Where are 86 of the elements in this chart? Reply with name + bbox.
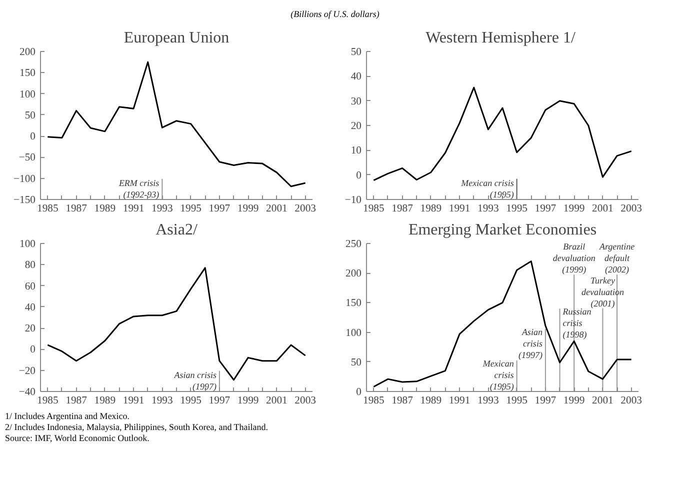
y-tick-label: 0: [30, 344, 36, 356]
y-tick-label: −20: [18, 366, 36, 377]
x-tick-label: 1991: [448, 396, 470, 406]
text: (Billions of U.S. dollars): [290, 8, 380, 21]
y-tick-label: 250: [346, 239, 362, 250]
x-tick-label: 1987: [66, 396, 88, 406]
x-tick-label: 1989: [94, 204, 116, 214]
x-tick-label: 1987: [66, 204, 88, 214]
y-tick-label: 50: [350, 357, 362, 368]
x-tick-label: 1997: [208, 396, 231, 406]
ref-line-label: Mexican crisis (1995): [460, 178, 514, 200]
y-tick-label: −50: [18, 152, 36, 164]
x-tick-label: 2003: [620, 396, 642, 406]
x-tick-label: 2001: [266, 204, 288, 214]
x-tick-label: 1997: [534, 204, 557, 214]
x-tick-label: 2001: [592, 396, 614, 406]
ref-line-label: Brazil devaluation (1999): [552, 242, 596, 275]
x-tick-label: 1985: [363, 204, 384, 214]
x-tick-label: 1993: [478, 204, 499, 214]
y-tick-label: 20: [24, 324, 36, 335]
x-tick-label: 2003: [294, 204, 316, 214]
x-tick-label: 1989: [420, 204, 442, 214]
x-tick-label: 1993: [152, 396, 173, 406]
ref-line-label: Asian crisis (1997): [173, 370, 217, 392]
text: 2/ Includes Indonesia, Malaysia, Philippines, South Korea, and Thailand.: [5, 422, 268, 432]
x-tick-label: 1995: [506, 396, 528, 406]
x-tick-label: 1987: [392, 204, 414, 214]
y-tick-label: 10: [350, 146, 362, 157]
x-tick-label: 1985: [363, 396, 384, 406]
x-tick-label: 1991: [448, 204, 470, 214]
x-tick-label: 1987: [392, 396, 414, 406]
chart-title: European Union: [124, 30, 230, 46]
x-tick-label: 1989: [420, 396, 442, 406]
ref-line-label: ERM crisis (1992-93): [118, 178, 160, 200]
y-tick-label: 100: [346, 328, 362, 339]
y-tick-label: 0: [356, 170, 362, 182]
x-tick-label: 2001: [592, 204, 614, 214]
chart-title: Asia2/: [156, 222, 198, 238]
y-tick-label: 40: [24, 302, 36, 314]
x-tick-label: 1991: [122, 396, 144, 406]
x-tick-label: 1999: [237, 204, 259, 214]
x-tick-label: 1991: [122, 204, 144, 214]
x-tick-label: 1989: [94, 396, 116, 406]
x-tick-label: 1985: [37, 204, 58, 214]
y-tick-label: 150: [20, 68, 36, 80]
chart-title: Emerging Market Economies: [408, 222, 597, 238]
y-tick-label: 80: [24, 260, 36, 272]
y-tick-label: 40: [350, 72, 362, 83]
x-tick-label: 1999: [563, 204, 585, 214]
chart-title: Western Hemisphere 1/: [426, 30, 576, 46]
y-tick-label: −40: [18, 387, 36, 398]
y-tick-label: 200: [346, 268, 362, 280]
source-note: Source: IMF, World Economic Outlook.: [5, 433, 150, 443]
x-tick-label: 1995: [506, 204, 528, 214]
x-tick-label: 2003: [294, 396, 316, 406]
text: 1/ Includes Argentina and Mexico.: [5, 411, 130, 421]
ref-line-label: Argentine default (2002): [598, 242, 635, 275]
ref-line-label: Russian crisis (1998): [562, 306, 592, 340]
ref-line-label: Asian crisis (1997): [518, 327, 543, 360]
y-tick-label: 200: [20, 47, 36, 58]
y-tick-label: −150: [14, 195, 36, 206]
ref-line-label: Turkey devaluation (2001): [581, 275, 624, 308]
x-tick-label: 2001: [266, 396, 288, 406]
y-tick-label: 0: [356, 387, 362, 398]
x-tick-label: 1993: [478, 396, 499, 406]
x-tick-label: 1985: [37, 396, 58, 406]
y-tick-label: 20: [350, 121, 362, 132]
x-tick-label: 1997: [208, 204, 231, 214]
y-tick-label: 100: [20, 89, 36, 100]
y-tick-label: 60: [24, 281, 36, 292]
x-tick-label: 1999: [563, 396, 585, 406]
y-tick-label: 100: [20, 239, 36, 250]
x-tick-label: 1997: [534, 396, 557, 406]
y-tick-label: −10: [344, 195, 362, 206]
y-tick-label: 50: [350, 47, 362, 58]
y-tick-label: 30: [350, 96, 362, 108]
x-tick-label: 1995: [180, 396, 202, 406]
x-tick-label: 1993: [152, 204, 173, 214]
y-tick-label: 0: [30, 132, 36, 143]
x-tick-label: 1995: [180, 204, 202, 214]
y-tick-label: 150: [346, 298, 362, 310]
y-tick-label: −100: [14, 174, 36, 185]
x-tick-label: 1999: [237, 396, 259, 406]
ref-line-label: Mexican crisis (1995): [482, 358, 514, 392]
x-tick-label: 2003: [620, 204, 642, 214]
y-tick-label: 50: [24, 110, 36, 122]
